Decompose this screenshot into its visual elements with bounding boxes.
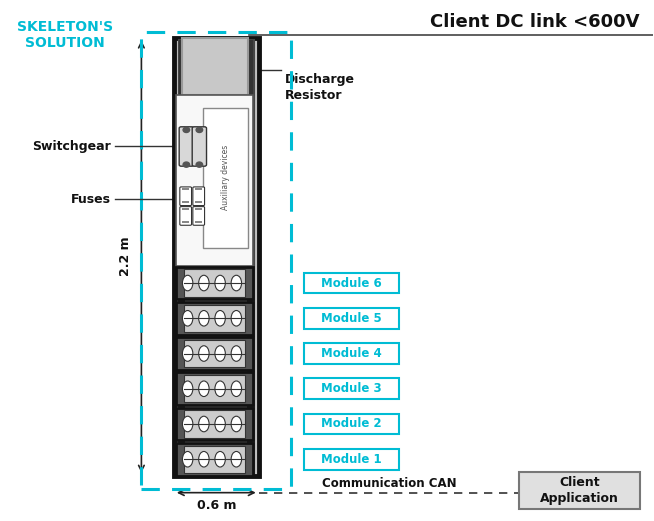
Bar: [176, 373, 252, 405]
Text: Module 5: Module 5: [321, 312, 382, 325]
Ellipse shape: [231, 311, 241, 326]
Ellipse shape: [182, 275, 193, 291]
Ellipse shape: [215, 346, 226, 361]
Text: Client DC link <600V: Client DC link <600V: [430, 13, 640, 31]
Bar: [184, 305, 245, 332]
Text: Module 2: Module 2: [321, 417, 382, 430]
Bar: [174, 38, 258, 476]
FancyBboxPatch shape: [180, 207, 192, 225]
Bar: [304, 343, 399, 364]
Bar: [184, 375, 245, 403]
Bar: [304, 378, 399, 399]
Text: Fuses: Fuses: [71, 193, 111, 206]
Text: Client
Application: Client Application: [540, 476, 619, 505]
Bar: [247, 40, 253, 473]
Bar: [141, 32, 291, 489]
Text: Discharge
Resistor: Discharge Resistor: [284, 73, 354, 102]
Text: Switchgear: Switchgear: [32, 140, 111, 153]
Ellipse shape: [215, 275, 226, 291]
Text: Module 3: Module 3: [321, 382, 382, 395]
Ellipse shape: [199, 346, 209, 361]
Bar: [184, 410, 245, 438]
Ellipse shape: [231, 452, 241, 467]
Ellipse shape: [182, 381, 193, 396]
Bar: [184, 269, 245, 297]
Bar: [176, 95, 252, 266]
Ellipse shape: [231, 416, 241, 432]
Bar: [179, 40, 254, 473]
Ellipse shape: [215, 452, 226, 467]
Ellipse shape: [199, 416, 209, 432]
Ellipse shape: [215, 381, 226, 396]
Ellipse shape: [231, 381, 241, 396]
Ellipse shape: [199, 311, 209, 326]
FancyBboxPatch shape: [180, 187, 192, 206]
Bar: [184, 340, 245, 367]
Text: Module 6: Module 6: [321, 277, 382, 290]
Bar: [304, 414, 399, 435]
Circle shape: [183, 162, 190, 167]
Bar: [176, 443, 252, 476]
Ellipse shape: [182, 452, 193, 467]
Text: Module 4: Module 4: [321, 347, 382, 360]
Text: Module 1: Module 1: [321, 453, 382, 466]
FancyBboxPatch shape: [192, 127, 207, 166]
Bar: [519, 472, 640, 509]
Text: 2.2 m: 2.2 m: [118, 237, 131, 277]
Ellipse shape: [199, 381, 209, 396]
Bar: [184, 445, 245, 473]
Bar: [182, 208, 189, 210]
FancyBboxPatch shape: [179, 127, 194, 166]
Bar: [176, 302, 252, 334]
Circle shape: [196, 127, 203, 132]
Ellipse shape: [182, 416, 193, 432]
Bar: [304, 272, 399, 293]
Bar: [176, 337, 252, 370]
Ellipse shape: [182, 346, 193, 361]
Ellipse shape: [231, 346, 241, 361]
Text: Auxiliary devices: Auxiliary devices: [221, 145, 230, 210]
Bar: [196, 221, 202, 223]
Ellipse shape: [199, 275, 209, 291]
Bar: [182, 221, 189, 223]
Circle shape: [183, 127, 190, 132]
Bar: [176, 267, 252, 300]
Bar: [196, 208, 202, 210]
Bar: [182, 38, 248, 95]
Bar: [182, 202, 189, 204]
Ellipse shape: [215, 416, 226, 432]
Bar: [196, 202, 202, 204]
Text: 0.6 m: 0.6 m: [197, 499, 236, 512]
Text: Communication CAN: Communication CAN: [322, 477, 456, 490]
Circle shape: [196, 162, 203, 167]
Bar: [304, 308, 399, 329]
Bar: [203, 108, 248, 247]
Ellipse shape: [231, 275, 241, 291]
Bar: [196, 188, 202, 190]
Text: SKELETON'S
SOLUTION: SKELETON'S SOLUTION: [17, 19, 113, 49]
Ellipse shape: [215, 311, 226, 326]
Ellipse shape: [199, 452, 209, 467]
FancyBboxPatch shape: [193, 207, 205, 225]
Bar: [182, 188, 189, 190]
Ellipse shape: [182, 311, 193, 326]
Bar: [176, 407, 252, 440]
Bar: [179, 40, 185, 473]
Bar: [304, 449, 399, 469]
FancyBboxPatch shape: [193, 187, 205, 206]
